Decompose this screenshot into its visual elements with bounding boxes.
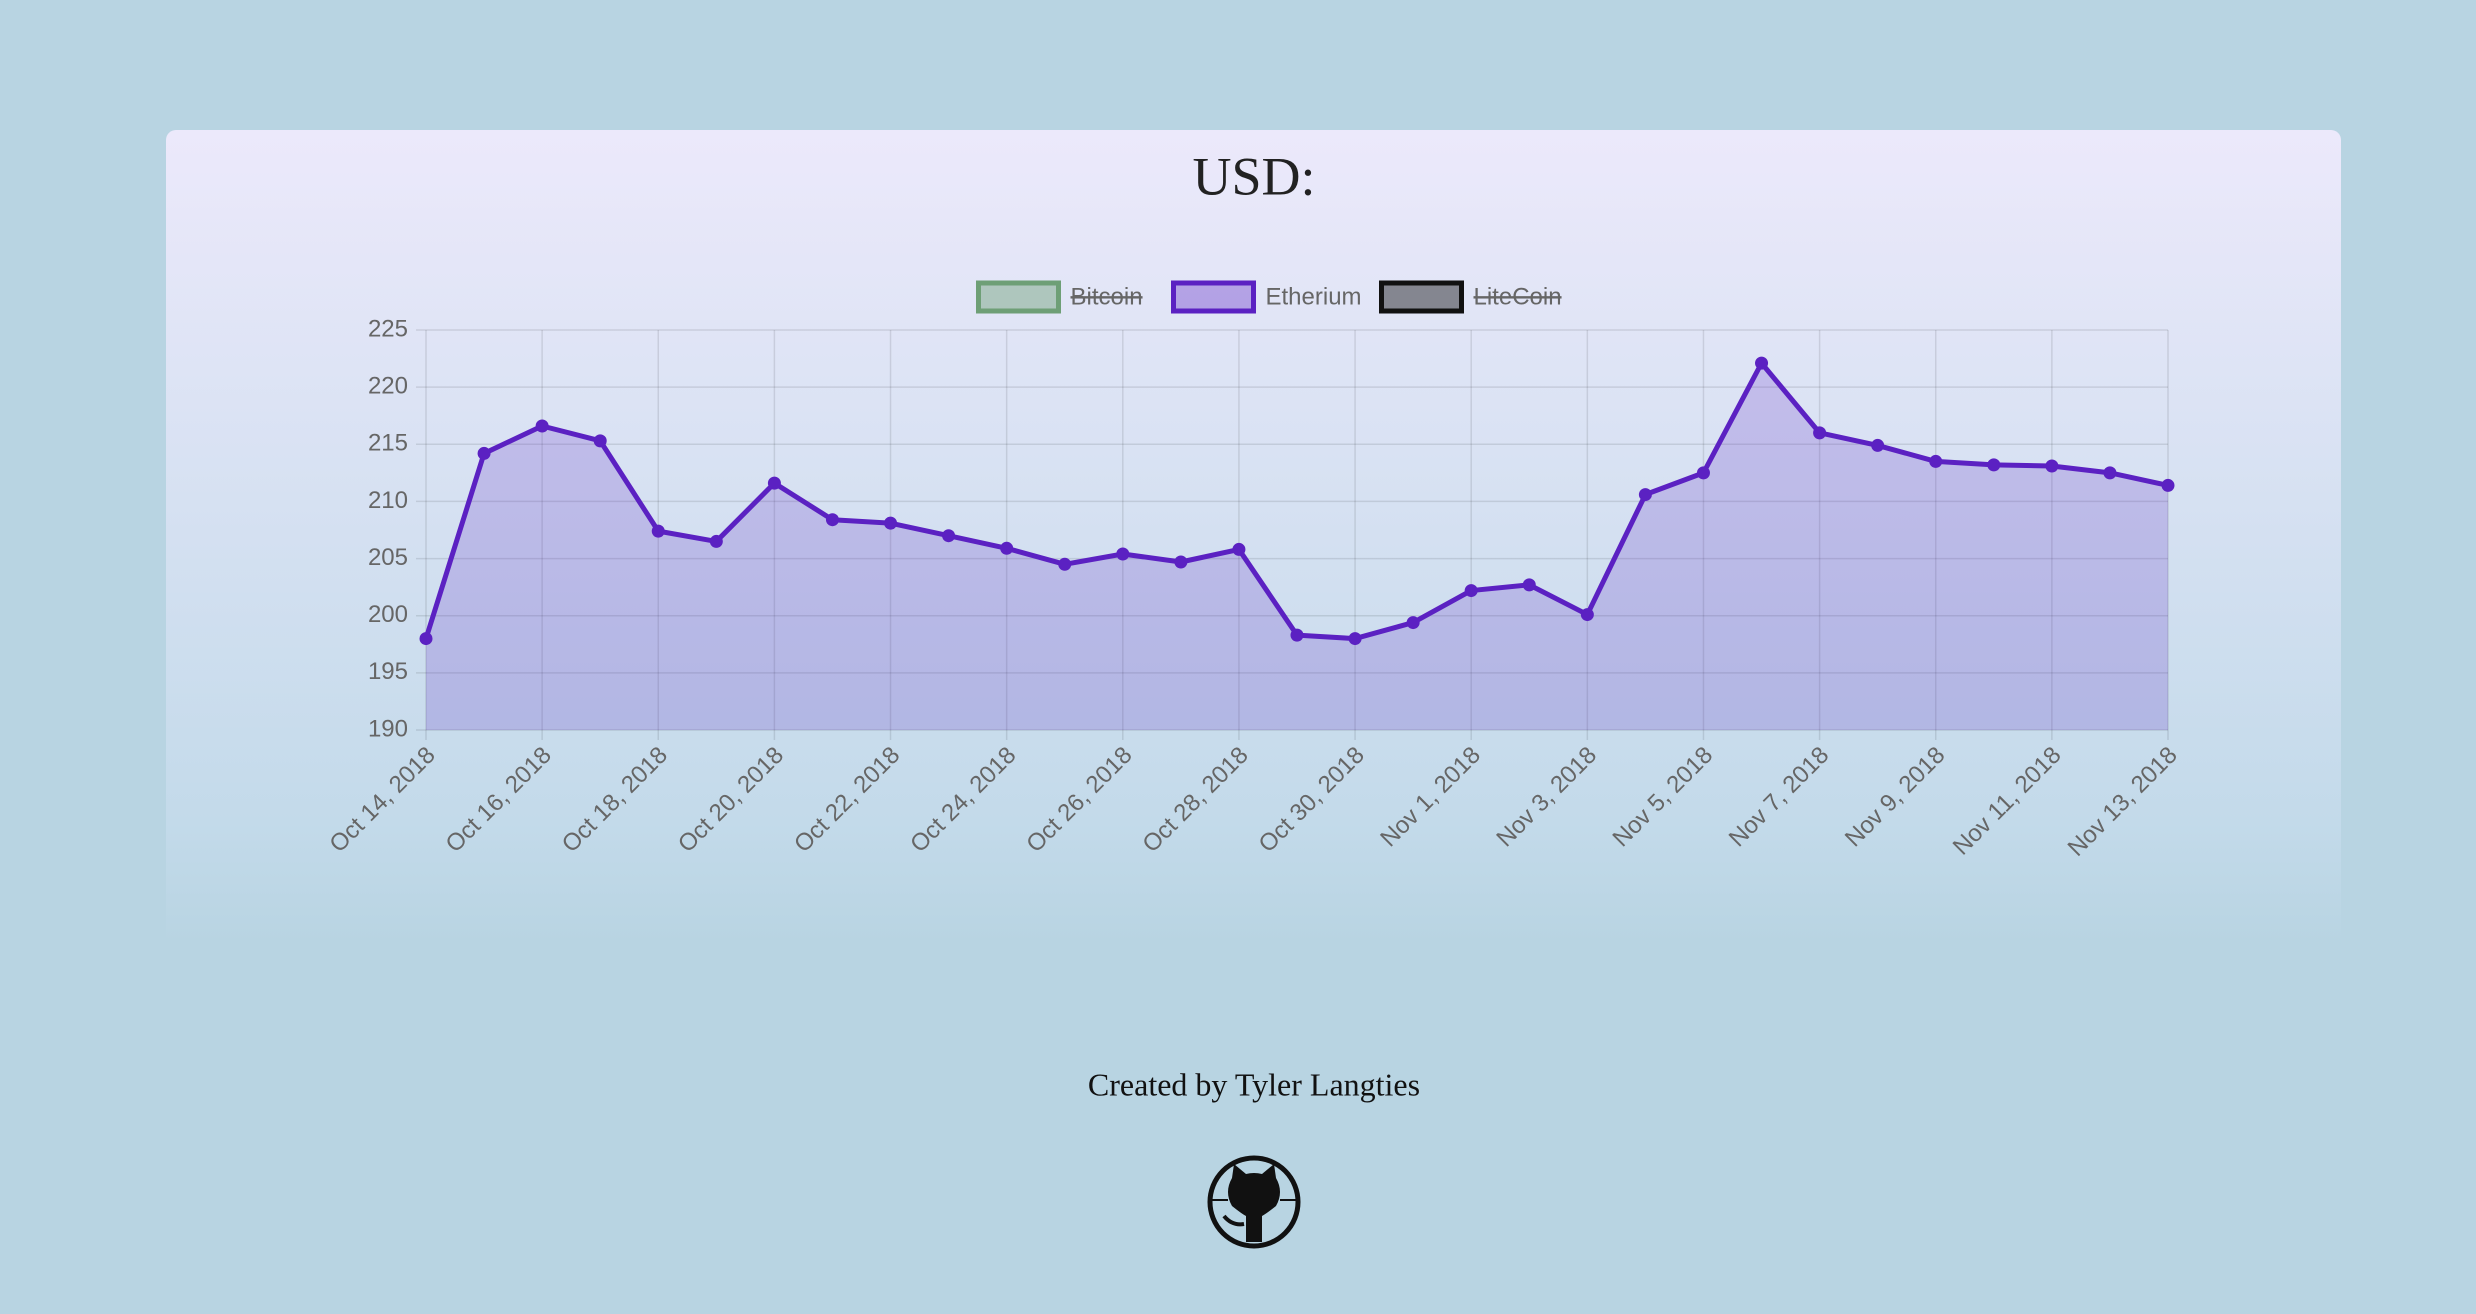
chart-title: USD: [1192,146,1315,206]
y-tick-label: 205 [368,544,408,571]
y-tick-label: 200 [368,601,408,628]
card [166,130,2341,945]
legend-label: Bitcoin [1071,283,1143,310]
point [419,632,433,646]
point [651,524,665,538]
y-tick-label: 210 [368,487,408,514]
y-tick-label: 215 [368,430,408,457]
point [1348,632,1362,646]
point [1116,547,1130,561]
point [593,434,607,448]
y-tick-label: 225 [368,315,408,342]
point [2161,478,2175,492]
point [1174,555,1188,569]
point [2103,466,2117,480]
y-tick-label: 195 [368,658,408,685]
point [1058,557,1072,571]
point [2045,459,2059,473]
point [1929,454,1943,468]
legend-label: LiteCoin [1474,283,1562,310]
legend-swatch [1171,280,1256,314]
point [1232,542,1246,556]
point [1638,488,1652,502]
point [1406,616,1420,630]
y-tick-label: 190 [368,715,408,742]
point [1813,426,1827,440]
point [884,516,898,530]
legend-label: Etherium [1266,283,1362,310]
point [1696,466,1710,480]
point [535,419,549,433]
point [1871,438,1885,452]
point [1755,356,1769,370]
point [825,513,839,527]
point [1580,608,1594,622]
github-icon[interactable] [1207,1155,1301,1249]
point [1290,628,1304,642]
footer: Created by Tyler Langties [1088,1066,1420,1102]
legend-swatch [976,280,1061,314]
area [426,363,2168,730]
point [1522,578,1536,592]
point [709,534,723,548]
point [1000,541,1014,555]
point [942,529,956,543]
legend-swatch [1379,280,1464,314]
point [767,476,781,490]
point [1464,584,1478,598]
point [1987,458,2001,472]
y-tick-label: 220 [368,372,408,399]
point [477,446,491,460]
